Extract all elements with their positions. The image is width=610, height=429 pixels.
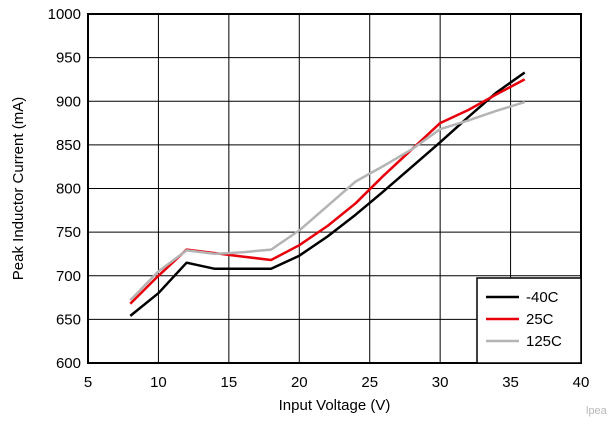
legend: -40C 25C 125C [476, 277, 582, 364]
x-tick-label: 5 [84, 374, 92, 391]
series-lines [129, 71, 526, 317]
y-tick-label: 850 [56, 137, 81, 154]
legend-box [476, 277, 582, 364]
y-tick-label: 950 [56, 50, 81, 67]
x-tick-label: 10 [150, 374, 167, 391]
legend-label: 25C [526, 311, 554, 328]
x-tick-label: 20 [291, 374, 308, 391]
x-axis-label: Input Voltage (V) [279, 397, 391, 414]
series-line-2 [129, 100, 526, 302]
x-tick-labels: 5 10 15 20 25 30 35 40 [84, 374, 590, 391]
x-tick-label: 30 [432, 374, 449, 391]
x-tick-label: 15 [221, 374, 238, 391]
watermark: lpea [586, 405, 608, 417]
y-tick-label: 1000 [48, 6, 81, 23]
y-tick-label: 750 [56, 224, 81, 241]
series-line-1 [129, 78, 526, 305]
y-axis-label: Peak Inductor Current (mA) [10, 97, 27, 280]
y-tick-label: 700 [56, 268, 81, 285]
x-tick-label: 35 [502, 374, 519, 391]
y-tick-labels: 600 650 700 750 800 850 900 950 1000 [48, 6, 81, 372]
y-tick-label: 900 [56, 93, 81, 110]
legend-label: -40C [526, 289, 559, 306]
plot-frame [87, 13, 582, 364]
x-tick-label: 40 [573, 374, 590, 391]
y-tick-label: 800 [56, 181, 81, 198]
x-tick-label: 25 [361, 374, 378, 391]
legend-label: 125C [526, 333, 562, 350]
y-tick-label: 600 [56, 355, 81, 372]
series-line-0 [129, 71, 526, 317]
y-tick-label: 650 [56, 311, 81, 328]
